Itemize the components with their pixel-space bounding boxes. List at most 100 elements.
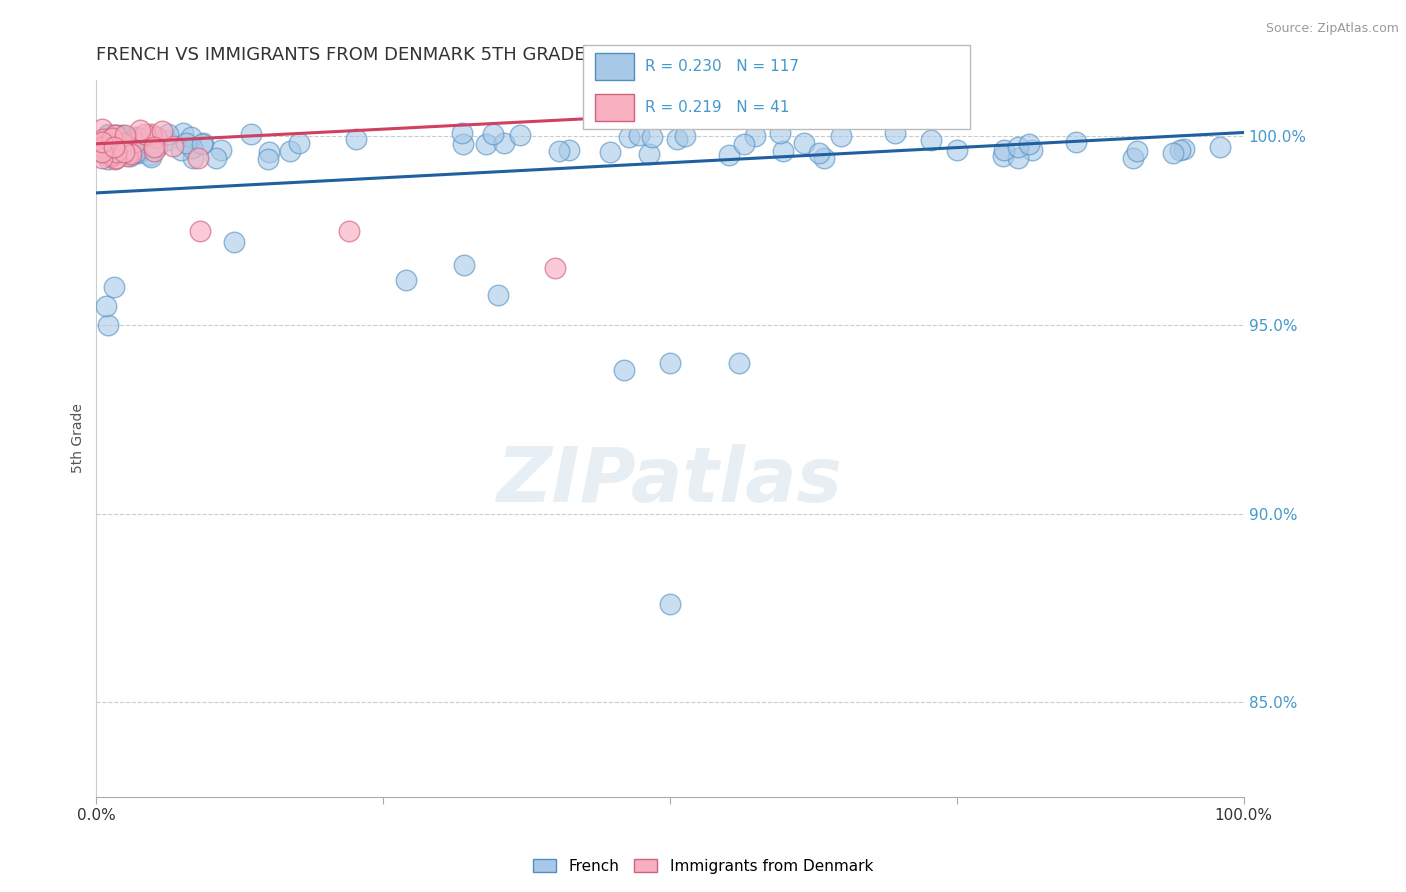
- Point: [181, 151, 204, 165]
- Point: [808, 145, 831, 160]
- Point: [830, 128, 852, 143]
- Point: [395, 273, 418, 287]
- Point: [139, 150, 162, 164]
- Point: [344, 132, 367, 146]
- Point: [120, 147, 142, 161]
- Point: [97, 138, 120, 153]
- Point: [256, 152, 278, 166]
- Point: [112, 145, 135, 159]
- Point: [97, 128, 120, 142]
- FancyBboxPatch shape: [583, 45, 970, 129]
- Point: [134, 127, 156, 141]
- Point: [139, 129, 162, 144]
- Point: [191, 136, 214, 151]
- Point: [494, 136, 516, 151]
- Point: [121, 134, 143, 148]
- Point: [100, 130, 122, 145]
- Point: [209, 144, 232, 158]
- Text: R = 0.219   N = 41: R = 0.219 N = 41: [645, 100, 790, 115]
- Point: [453, 258, 475, 272]
- Point: [172, 126, 194, 140]
- Point: [475, 136, 498, 151]
- Point: [204, 151, 226, 165]
- Point: [98, 145, 121, 159]
- Point: [108, 145, 131, 159]
- Point: [114, 128, 136, 143]
- Point: [628, 128, 651, 142]
- Point: [733, 136, 755, 151]
- Point: [169, 143, 191, 157]
- Point: [156, 127, 179, 141]
- Text: ZIPatlas: ZIPatlas: [498, 444, 844, 518]
- Point: [94, 299, 117, 313]
- Point: [117, 145, 139, 159]
- Point: [97, 128, 120, 143]
- Point: [993, 149, 1015, 163]
- Point: [145, 130, 167, 145]
- Point: [181, 141, 204, 155]
- Point: [91, 151, 114, 165]
- Point: [118, 145, 141, 159]
- Point: [103, 140, 125, 154]
- Point: [124, 145, 146, 160]
- Point: [98, 138, 121, 153]
- Point: [728, 356, 751, 370]
- Point: [673, 128, 696, 143]
- Point: [544, 261, 567, 276]
- Point: [104, 145, 127, 160]
- Point: [97, 132, 120, 146]
- Point: [509, 128, 531, 142]
- Point: [180, 130, 202, 145]
- Point: [105, 128, 128, 143]
- Point: [1021, 143, 1043, 157]
- Point: [122, 137, 145, 152]
- Point: [187, 151, 209, 165]
- Point: [98, 137, 121, 152]
- Point: [613, 363, 636, 377]
- Point: [103, 280, 125, 294]
- Point: [97, 318, 120, 332]
- Point: [91, 140, 114, 154]
- Point: [125, 130, 148, 145]
- Text: FRENCH VS IMMIGRANTS FROM DENMARK 5TH GRADE CORRELATION CHART: FRENCH VS IMMIGRANTS FROM DENMARK 5TH GR…: [97, 46, 786, 64]
- Point: [769, 126, 792, 140]
- Point: [813, 152, 835, 166]
- Point: [104, 128, 127, 142]
- Point: [91, 145, 114, 159]
- Point: [91, 135, 114, 149]
- Point: [108, 135, 131, 149]
- Point: [619, 129, 641, 144]
- Point: [486, 287, 509, 301]
- Point: [1209, 140, 1232, 154]
- Point: [278, 145, 301, 159]
- Point: [117, 139, 139, 153]
- Point: [718, 148, 741, 162]
- Point: [128, 123, 150, 137]
- Point: [744, 128, 766, 143]
- Point: [142, 145, 165, 159]
- Point: [451, 137, 474, 152]
- Point: [97, 149, 120, 163]
- Point: [920, 133, 942, 147]
- Point: [156, 133, 179, 147]
- Point: [112, 143, 135, 157]
- Point: [259, 145, 281, 160]
- Point: [146, 140, 169, 154]
- Point: [97, 148, 120, 162]
- Point: [1173, 142, 1195, 156]
- Point: [97, 141, 120, 155]
- Point: [599, 145, 621, 160]
- Point: [1007, 151, 1029, 165]
- Point: [110, 136, 132, 151]
- Point: [190, 137, 212, 152]
- Point: [1161, 145, 1184, 160]
- FancyBboxPatch shape: [595, 54, 634, 80]
- Point: [176, 136, 198, 150]
- Point: [107, 145, 129, 159]
- Point: [104, 128, 127, 142]
- Point: [127, 146, 149, 161]
- Point: [105, 145, 128, 160]
- Point: [110, 128, 132, 143]
- Point: [100, 148, 122, 162]
- Point: [97, 152, 120, 166]
